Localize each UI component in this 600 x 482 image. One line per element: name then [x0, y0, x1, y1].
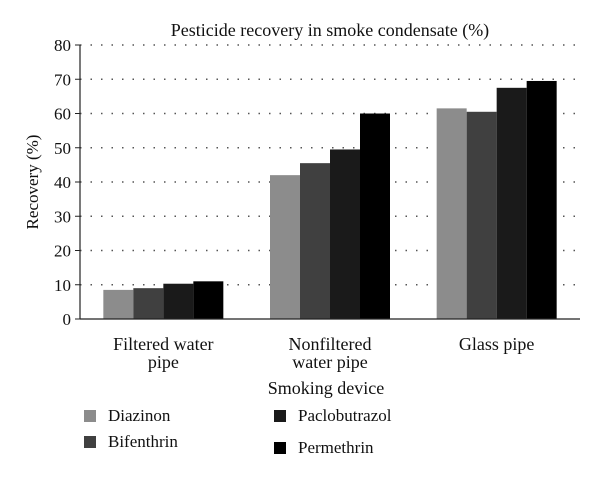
- y-tick-label: 50: [54, 139, 71, 158]
- legend-swatch-permethrin: [274, 442, 286, 454]
- y-tick-label: 70: [54, 70, 71, 89]
- legend-swatch-diazinon: [84, 410, 96, 422]
- bar-permethrin-2: [526, 80, 557, 320]
- legend-label-bifenthrin: Bifenthrin: [108, 432, 178, 451]
- y-tick-label: 10: [54, 276, 71, 295]
- bar-diazinon-1: [270, 175, 300, 319]
- y-axis-ticks: 0 10 20 30 40 50 60 70 80: [54, 36, 80, 329]
- bar-permethrin-0: [193, 281, 224, 319]
- legend-label-paclobutrazol: Paclobutrazol: [298, 406, 392, 425]
- legend-item-diazinon: Diazinon: [84, 406, 170, 426]
- bar-paclobutrazol-2: [496, 87, 527, 319]
- legend-label-permethrin: Permethrin: [298, 438, 374, 457]
- legend-swatch-bifenthrin: [84, 436, 96, 448]
- legend-label-diazinon: Diazinon: [108, 406, 171, 425]
- bar-paclobutrazol-1: [330, 149, 360, 319]
- bar-bifenthrin-2: [466, 111, 497, 319]
- bars: [103, 80, 557, 320]
- y-tick-label: 20: [54, 242, 71, 261]
- y-tick-label: 60: [54, 105, 71, 124]
- chart-title: Pesticide recovery in smoke condensate (…: [171, 20, 489, 41]
- bar-paclobutrazol-0: [163, 283, 194, 319]
- legend-item-bifenthrin: Bifenthrin: [84, 432, 178, 452]
- x-tick-label: Filtered water: [113, 334, 213, 354]
- y-tick-label: 80: [54, 36, 71, 55]
- bar-diazinon-0: [103, 289, 134, 319]
- x-tick-label: pipe: [148, 352, 179, 372]
- y-axis-title: Recovery (%): [23, 135, 42, 230]
- bar-bifenthrin-0: [133, 288, 164, 319]
- bar-permethrin-1: [360, 113, 390, 319]
- bar-diazinon-2: [436, 108, 467, 319]
- y-tick-label: 30: [54, 207, 71, 226]
- x-tick-label: water pipe: [292, 352, 367, 372]
- legend-swatch-paclobutrazol: [274, 410, 286, 422]
- legend-item-permethrin: Permethrin: [274, 438, 374, 458]
- legend-item-paclobutrazol: Paclobutrazol: [274, 406, 391, 426]
- x-axis-title: Smoking device: [268, 378, 384, 398]
- x-tick-label: Glass pipe: [459, 334, 535, 354]
- y-tick-label: 0: [63, 310, 72, 329]
- x-tick-label: Nonfiltered: [289, 334, 372, 354]
- bar-bifenthrin-1: [300, 163, 330, 319]
- y-tick-label: 40: [54, 173, 71, 192]
